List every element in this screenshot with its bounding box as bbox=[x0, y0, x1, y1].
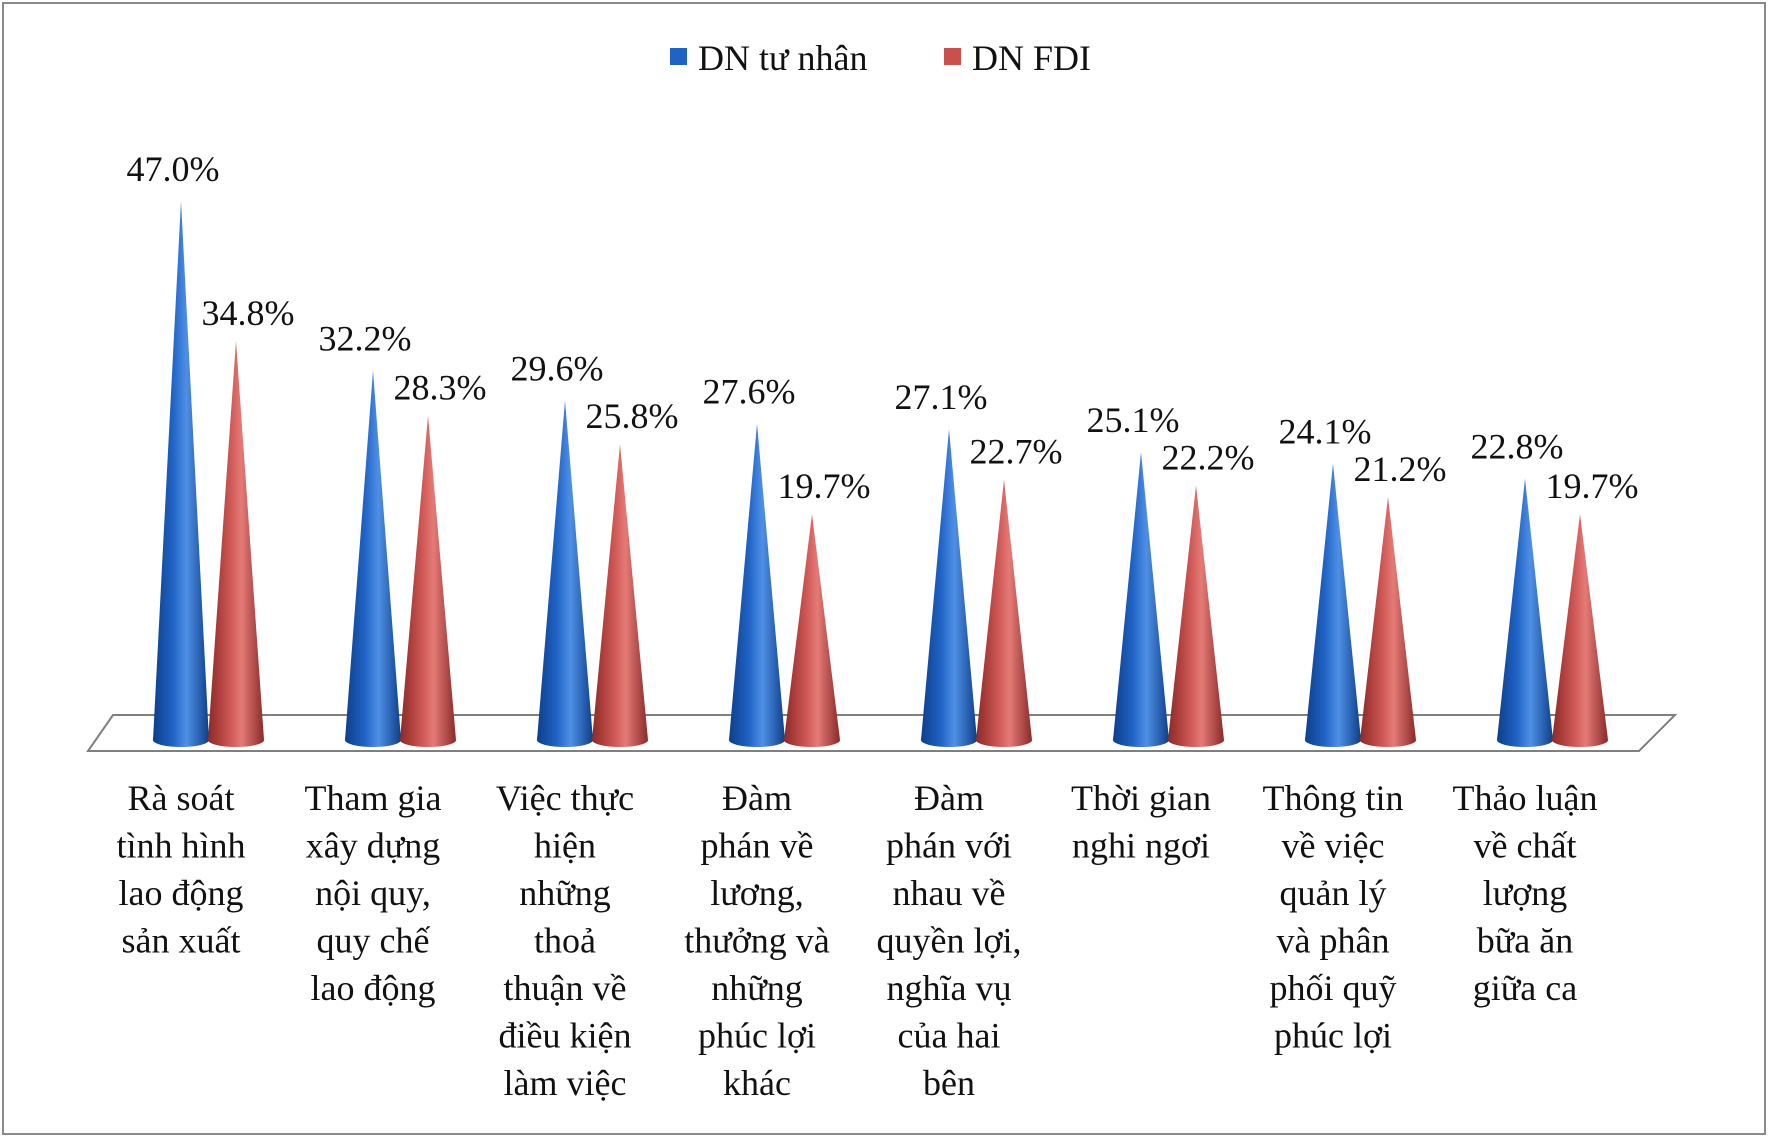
cone-fdi-5 bbox=[1168, 485, 1224, 747]
category-label-4: nhau về bbox=[893, 873, 1006, 913]
cone-fdi-1 bbox=[400, 415, 456, 747]
category-label-7: về chất bbox=[1474, 826, 1577, 866]
cone-private-3 bbox=[729, 423, 785, 747]
cone-private-1 bbox=[345, 370, 401, 747]
category-label-6: quản lý bbox=[1280, 873, 1387, 913]
cone-private-7 bbox=[1497, 478, 1553, 747]
category-label-4: của hai bbox=[898, 1016, 1001, 1056]
category-label-2: những bbox=[519, 873, 611, 913]
category-label-6: Thông tin bbox=[1263, 778, 1404, 818]
category-label-1: lao động bbox=[311, 968, 436, 1008]
cone-private-0 bbox=[153, 200, 209, 748]
data-label-fdi-5: 22.2% bbox=[1162, 437, 1255, 477]
category-label-7: bữa ăn bbox=[1477, 921, 1573, 961]
data-label-private-4: 27.1% bbox=[895, 377, 988, 417]
data-label-private-1: 32.2% bbox=[319, 319, 412, 359]
cone-fdi-6 bbox=[1360, 496, 1416, 747]
legend-label-fdi: DN FDI bbox=[972, 38, 1091, 78]
category-label-1: nội quy, bbox=[315, 873, 431, 913]
cone-fdi-4 bbox=[976, 479, 1032, 747]
cone-fdi-2 bbox=[592, 444, 648, 747]
category-label-5: Thời gian bbox=[1071, 778, 1211, 818]
category-label-3: Đàm bbox=[722, 778, 792, 818]
category-label-3: lương, bbox=[710, 873, 804, 913]
cone-fdi-7 bbox=[1552, 514, 1608, 747]
category-label-5: nghi ngơi bbox=[1072, 826, 1210, 866]
data-label-fdi-6: 21.2% bbox=[1354, 449, 1447, 489]
data-label-private-3: 27.6% bbox=[703, 371, 796, 411]
data-label-private-6: 24.1% bbox=[1279, 412, 1372, 452]
category-label-7: Thảo luận bbox=[1453, 778, 1598, 818]
legend: DN tư nhân DN FDI bbox=[670, 38, 1091, 78]
cone-fdi-3 bbox=[784, 514, 840, 747]
category-label-1: xây dựng bbox=[306, 826, 441, 866]
category-label-6: phúc lợi bbox=[1274, 1016, 1392, 1056]
cone-private-6 bbox=[1305, 463, 1361, 747]
category-label-2: làm việc bbox=[504, 1063, 627, 1103]
data-label-fdi-7: 19.7% bbox=[1546, 466, 1639, 506]
category-label-1: quy chế bbox=[317, 921, 431, 961]
legend-swatch-fdi bbox=[944, 48, 961, 65]
category-label-2: hiện bbox=[534, 826, 596, 866]
category-label-3: khác bbox=[723, 1063, 791, 1103]
category-label-3: phán về bbox=[701, 826, 814, 866]
category-label-3: những bbox=[711, 968, 803, 1008]
floor-plane bbox=[86, 714, 1678, 752]
category-label-4: nghĩa vụ bbox=[887, 968, 1012, 1008]
cone-private-4 bbox=[921, 429, 977, 747]
cone-private-5 bbox=[1113, 452, 1169, 747]
category-label-2: thoả bbox=[534, 921, 596, 961]
legend-label-private: DN tư nhân bbox=[698, 38, 868, 78]
data-label-fdi-4: 22.7% bbox=[970, 432, 1063, 472]
category-label-4: phán với bbox=[886, 826, 1012, 866]
category-label-4: Đàm bbox=[914, 778, 984, 818]
category-label-6: phối quỹ bbox=[1269, 968, 1396, 1008]
data-label-private-5: 25.1% bbox=[1087, 400, 1180, 440]
data-label-private-2: 29.6% bbox=[511, 349, 604, 389]
legend-swatch-private bbox=[670, 48, 687, 65]
data-label-private-0: 47.0% bbox=[127, 149, 220, 189]
category-label-3: thưởng và bbox=[684, 921, 830, 961]
category-label-6: về việc bbox=[1282, 826, 1385, 866]
cone-private-2 bbox=[537, 400, 593, 747]
data-label-fdi-0: 34.8% bbox=[202, 293, 295, 333]
category-label-4: quyền lợi, bbox=[876, 921, 1021, 961]
category-label-6: và phân bbox=[1277, 921, 1390, 961]
data-label-fdi-3: 19.7% bbox=[778, 466, 871, 506]
category-label-0: Rà soát bbox=[128, 778, 235, 818]
data-label-private-7: 22.8% bbox=[1471, 426, 1564, 466]
data-label-fdi-2: 25.8% bbox=[586, 396, 679, 436]
category-label-4: bên bbox=[923, 1063, 975, 1103]
data-label-fdi-1: 28.3% bbox=[394, 367, 487, 407]
category-label-7: giữa ca bbox=[1473, 968, 1577, 1008]
category-label-0: lao động bbox=[119, 873, 244, 913]
category-label-0: sản xuất bbox=[122, 921, 241, 961]
category-label-3: phúc lợi bbox=[698, 1016, 816, 1056]
cone-fdi-0 bbox=[208, 340, 264, 747]
category-label-7: lượng bbox=[1483, 873, 1568, 913]
category-label-0: tình hình bbox=[116, 826, 245, 866]
category-label-2: Việc thực bbox=[496, 778, 634, 818]
category-label-2: thuận về bbox=[504, 968, 627, 1008]
category-label-1: Tham gia bbox=[305, 778, 442, 818]
category-label-2: điều kiện bbox=[499, 1016, 632, 1056]
